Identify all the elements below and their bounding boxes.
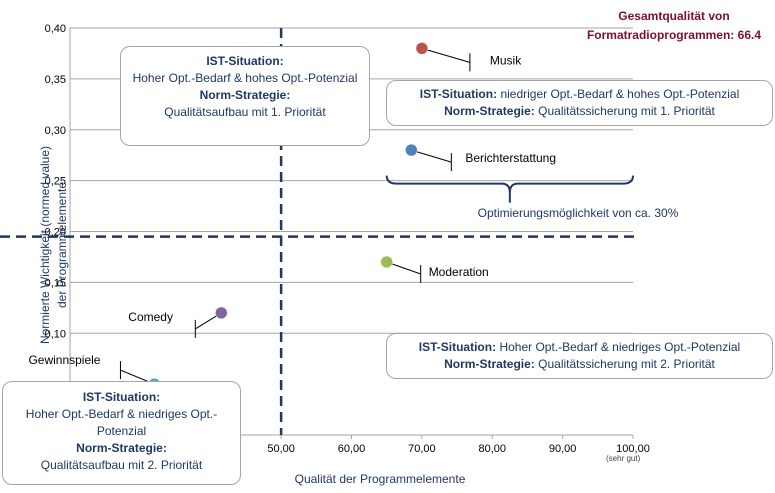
norm-label: Norm-Strategie:	[444, 357, 535, 371]
norm-label: Norm-Strategie:	[76, 441, 167, 455]
quadrant-box-bottom-left: IST-Situation: Hoher Opt.-Bedarf & niedr…	[2, 381, 241, 485]
quadrant-box-bottom-right: IST-Situation: Hoher Opt.-Bedarf & niedr…	[386, 333, 773, 379]
point-label: Musik	[490, 53, 522, 67]
optimization-brace	[385, 175, 634, 203]
norm-text: Qualitätssicherung mit 1. Priorität	[538, 104, 715, 118]
y-tick-label: 0,10	[45, 328, 66, 340]
ist-text: niedriger Opt.-Bedarf & hohes Opt.-Poten…	[500, 87, 740, 101]
optimization-label: Optimierungsmöglichkeit von ca. 30%	[477, 206, 679, 220]
x-tick-label: 50,00	[267, 443, 295, 455]
ist-text: Hoher Opt.-Bedarf & niedriges Opt.-Poten…	[499, 340, 741, 354]
overall-quality-line1: Gesamtqualität von	[618, 9, 730, 23]
ist-label: IST-Situation:	[82, 390, 161, 404]
overall-quality-line2: Formatradioprogrammen: 66.4	[586, 28, 761, 42]
ist-label: IST-Situation:	[419, 87, 498, 101]
y-tick-label: 0,35	[45, 74, 66, 86]
y-tick-label: 0,40	[45, 23, 66, 35]
point-label: Comedy	[128, 310, 173, 324]
norm-text: Qualitätsaufbau mit 1. Priorität	[164, 105, 326, 119]
x-tick-note: (sehr gut)	[606, 454, 641, 463]
y-tick-label: 0,30	[45, 125, 66, 137]
norm-text: Qualitätsaufbau mit 2. Priorität	[40, 458, 203, 472]
ist-label: IST-Situation:	[418, 340, 497, 354]
overall-quality: Gesamtqualität von Formatradioprogrammen…	[587, 7, 761, 45]
data-point	[415, 42, 429, 55]
quadrant-box-top-right: IST-Situation: niedriger Opt.-Bedarf & h…	[386, 80, 773, 126]
y-tick-label: 0,15	[45, 277, 66, 289]
norm-label: Norm-Strategie:	[444, 104, 535, 118]
y-tick-label: 0,25	[45, 176, 66, 188]
x-tick-label: 80,00	[478, 443, 506, 455]
leader-line	[421, 47, 471, 63]
ist-text: Hoher Opt.-Bedarf & niedriges Opt.-Poten…	[25, 407, 218, 438]
x-axis-title: Qualität der Programmelemente	[295, 472, 466, 486]
x-tick-label: 90,00	[549, 443, 577, 455]
norm-text: Qualitätssicherung mit 2. Priorität	[538, 357, 715, 371]
y-axis-title: Normierte Wichtigkeit (normed value)	[38, 146, 52, 344]
x-tick-label: 70,00	[408, 443, 436, 455]
point-label: Berichterstattung	[465, 151, 556, 165]
y-axis-title-2: der Programmelemente	[55, 182, 69, 308]
quadrant-box-top-left: IST-Situation: Hoher Opt.-Bedarf & hohes…	[120, 46, 370, 146]
point-label: Gewinnspiele	[28, 353, 100, 367]
data-point	[405, 143, 418, 157]
data-point	[380, 255, 393, 269]
x-tick-label: 100,00	[616, 443, 650, 455]
leader-line	[411, 149, 452, 163]
point-label: Moderation	[429, 265, 489, 279]
x-tick-label: 60,00	[338, 443, 366, 455]
norm-label: Norm-Strategie:	[199, 88, 291, 102]
ist-text: Hoher Opt.-Bedarf & hohes Opt.-Potenzial	[132, 71, 358, 85]
data-point	[215, 306, 228, 320]
ist-label: IST-Situation:	[206, 54, 284, 68]
optimization-brace-path	[385, 175, 634, 193]
